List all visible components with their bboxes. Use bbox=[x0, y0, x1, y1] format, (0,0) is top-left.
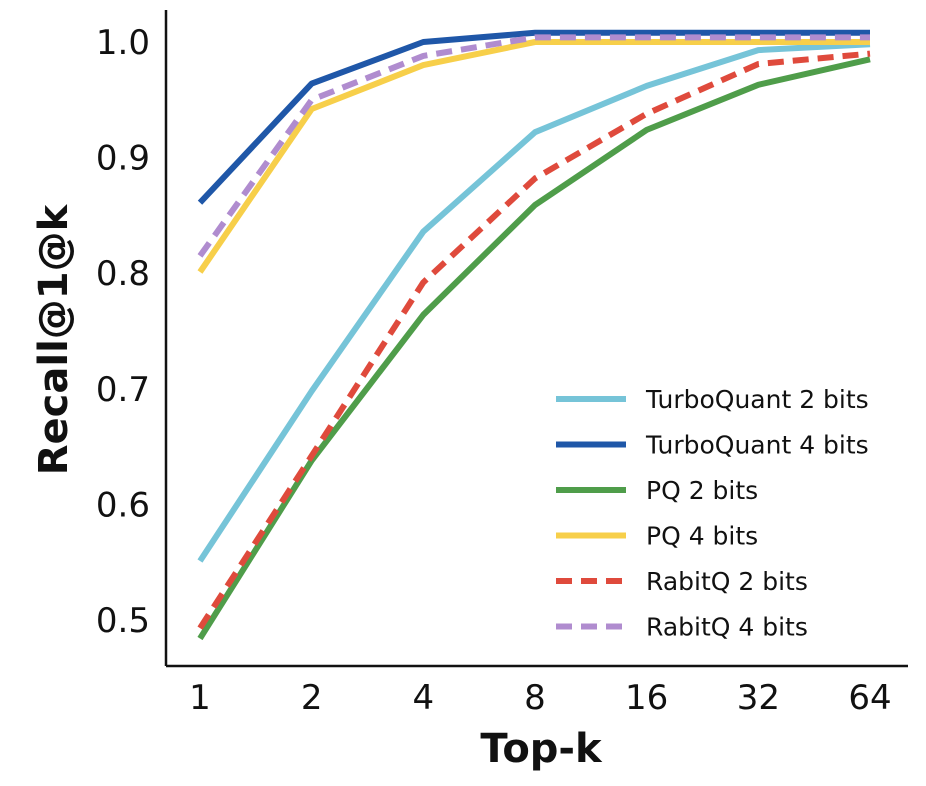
y-axis-title: Recall@1@k bbox=[31, 203, 77, 475]
x-tick-label: 16 bbox=[625, 678, 668, 718]
legend-label: PQ 4 bits bbox=[646, 522, 758, 551]
legend: TurboQuant 2 bits TurboQuant 4 bits PQ 2 b… bbox=[556, 385, 869, 642]
x-tick-label: 32 bbox=[737, 678, 780, 718]
x-tick-label: 4 bbox=[413, 678, 435, 718]
legend-label: TurboQuant 4 bits bbox=[645, 431, 869, 460]
x-axis-title: Top-k bbox=[480, 726, 603, 772]
legend-label: TurboQuant 2 bits bbox=[645, 385, 869, 414]
x-tick-label: 64 bbox=[848, 678, 891, 718]
y-tick-label: 0.9 bbox=[96, 139, 150, 179]
y-tick-labels: 0.5 0.6 0.7 0.8 0.9 1.0 bbox=[96, 23, 150, 641]
series-line-turboquant-2-bits bbox=[197, 41, 871, 563]
x-tick-labels: 1 2 4 8 16 32 64 bbox=[189, 678, 891, 718]
series-line-pq-2-bits bbox=[197, 56, 871, 641]
x-tick-label: 8 bbox=[524, 678, 546, 718]
legend-label: PQ 2 bits bbox=[646, 476, 758, 505]
y-tick-label: 0.7 bbox=[96, 370, 150, 410]
legend-label: RabitQ 4 bits bbox=[646, 613, 808, 642]
y-tick-label: 0.6 bbox=[96, 485, 150, 525]
x-tick-label: 1 bbox=[189, 678, 211, 718]
series-line-rabitq-2-bits bbox=[197, 50, 871, 630]
y-tick-label: 0.5 bbox=[96, 601, 150, 641]
y-tick-label: 1.0 bbox=[96, 23, 150, 63]
x-tick-label: 2 bbox=[301, 678, 323, 718]
axes bbox=[164, 10, 908, 668]
series-line-rabitq-4-bits bbox=[197, 34, 870, 258]
series-line-pq-4-bits bbox=[197, 39, 870, 274]
legend-label: RabitQ 2 bits bbox=[646, 567, 808, 596]
y-tick-label: 0.8 bbox=[96, 254, 150, 294]
series-line-turboquant-4-bits bbox=[197, 29, 870, 205]
series-lines bbox=[197, 29, 871, 641]
